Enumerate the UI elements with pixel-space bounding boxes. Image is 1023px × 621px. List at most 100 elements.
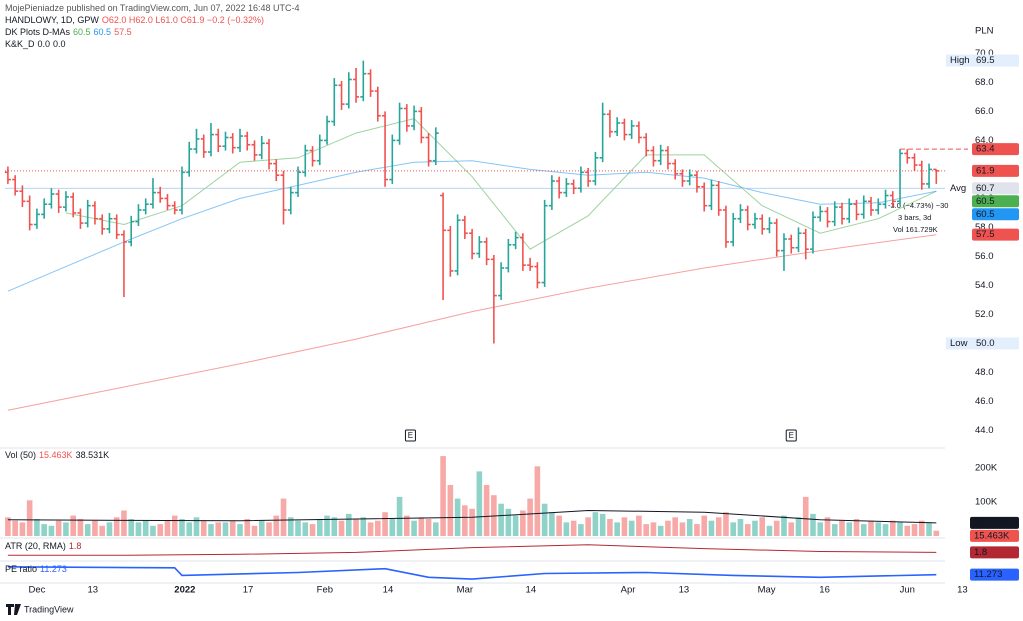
annotation: -3.0 (−4.73%) −30 <box>888 201 948 210</box>
moving-average <box>65 118 937 250</box>
volume-bar <box>331 517 338 536</box>
volume-bar <box>918 520 925 536</box>
atr-badge <box>970 546 1019 559</box>
badge-label: 60.5 <box>976 196 995 207</box>
volume-bar <box>244 518 251 536</box>
volume-bar <box>752 520 758 536</box>
y-tick-label: 100K <box>975 497 998 508</box>
volume-bar <box>810 513 816 536</box>
volume-bar <box>128 518 135 536</box>
volume-bar <box>208 524 214 536</box>
volume-bar <box>469 508 475 536</box>
earnings-label: E <box>789 431 794 440</box>
pe-line <box>7 566 937 580</box>
y-tick-label: 52.0 <box>975 309 994 320</box>
volume-bar <box>650 522 657 536</box>
volume-bar <box>766 525 773 536</box>
legend-pe: PE ratio 11.273 <box>5 564 70 574</box>
volume-bar <box>12 520 18 536</box>
volume-bar <box>215 522 222 536</box>
indicator-name: K&K_D <box>5 39 35 49</box>
volume-bar <box>150 525 156 536</box>
ma-title: DK Plots D-MAs <box>5 27 71 37</box>
volume-bar <box>353 518 359 536</box>
volume-bar <box>77 518 84 536</box>
volume-bar <box>701 515 707 536</box>
y-tick-label: 46.0 <box>975 396 994 407</box>
badge-label: 60.5 <box>976 209 995 220</box>
volume-bar <box>781 515 787 536</box>
x-tick-label: 17 <box>243 585 254 596</box>
volume-bar <box>817 522 824 536</box>
volume-bar <box>483 484 490 536</box>
y-tick-label: 66.0 <box>975 106 994 117</box>
volume-bar <box>715 517 722 536</box>
annotation: 3 bars, 3d <box>898 213 931 222</box>
volume-bar <box>316 518 323 536</box>
volume-bar <box>897 522 903 536</box>
y-tick-label: 48.0 <box>975 367 994 378</box>
currency: PLN <box>975 26 994 37</box>
volume-bar <box>614 522 620 536</box>
price-badge <box>972 195 1019 208</box>
extreme-badge <box>946 54 1019 67</box>
volume-bar <box>237 524 243 536</box>
volume-bar <box>55 520 62 536</box>
badge-title: Avg <box>950 183 966 194</box>
volume-bar <box>222 522 229 536</box>
volume-bar <box>229 520 236 536</box>
volume-bar <box>476 471 483 536</box>
volume-title: Vol (50) <box>5 450 37 460</box>
y-tick-label: 56.0 <box>975 251 994 262</box>
volume-bar <box>795 517 802 536</box>
volume-bar <box>744 524 751 536</box>
volume-bar <box>164 520 171 536</box>
x-tick-label: 14 <box>383 585 394 596</box>
volume-bar <box>889 520 896 536</box>
legend-atr: ATR (20, RMA) 1.8 <box>5 541 84 551</box>
volume-bar <box>389 518 396 536</box>
volume-bar <box>846 522 853 536</box>
volume-ma <box>7 509 937 524</box>
x-tick-label: Dec <box>28 585 45 596</box>
volume-bar <box>142 520 149 536</box>
pe-badge <box>970 568 1019 581</box>
ma-value: 60.5 <box>93 27 112 37</box>
volume-bar <box>824 517 831 536</box>
legend-kk: K&K_D 0.0 0.0 <box>5 39 69 49</box>
y-tick-label: 70.0 <box>975 48 994 59</box>
pe-value: 11.273 <box>40 564 67 574</box>
volume-bar <box>737 518 744 536</box>
volume-bar <box>875 522 882 536</box>
volume-bar <box>694 524 700 536</box>
volume-bar <box>882 524 889 536</box>
volume-bar <box>860 524 867 536</box>
extreme-label: 50.0 <box>976 338 995 349</box>
volume-bar <box>360 517 367 536</box>
badge-label: 61.9 <box>976 165 995 176</box>
volume-bar <box>345 513 352 536</box>
volume-bar <box>578 524 584 536</box>
volume-bar <box>396 496 403 536</box>
volume-bar <box>628 520 635 536</box>
volume-bar <box>418 517 425 536</box>
price-badge <box>972 208 1019 221</box>
volume-bar <box>179 518 185 536</box>
legend-ma: DK Plots D-MAs 60.5 60.5 57.5 <box>5 27 135 37</box>
badge-label: 15.463K <box>974 530 1010 541</box>
badge-label: 60.7 <box>976 183 995 194</box>
volume-bar <box>193 517 200 536</box>
volume-bar <box>338 520 345 536</box>
volume-bar <box>672 517 678 536</box>
price-badge <box>970 529 1019 542</box>
moving-average <box>7 160 937 292</box>
volume-bar <box>106 522 113 536</box>
legend-main: HANDLOWY, 1D, GPW O62.0 H62.0 L61.0 C61.9… <box>5 15 267 25</box>
y-tick-label: 64.0 <box>975 135 994 146</box>
volume-bar <box>200 520 207 536</box>
volume-bar <box>592 512 599 536</box>
badge-label: 57.5 <box>976 229 995 240</box>
volume-bar <box>433 522 439 536</box>
volume-bar <box>831 524 838 536</box>
x-tick-label: Jun <box>900 585 915 596</box>
